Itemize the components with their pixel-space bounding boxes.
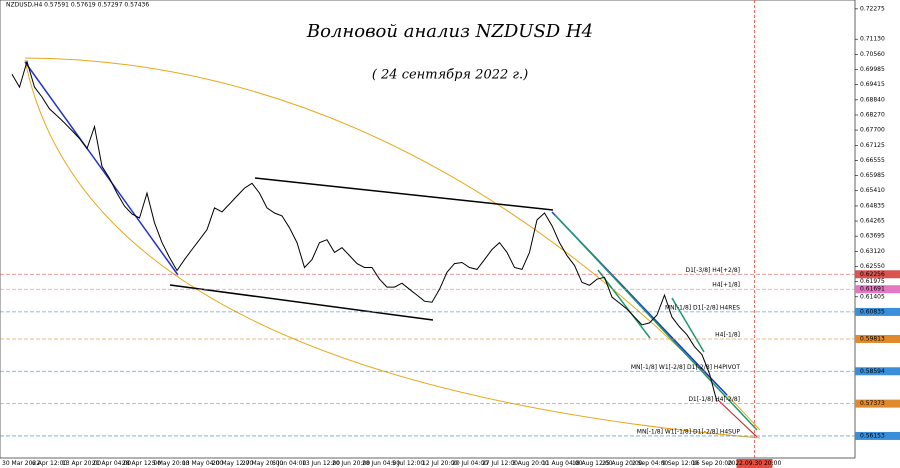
level-value: 0.62256 xyxy=(860,271,885,278)
y-tick-label: 0.69985 xyxy=(860,66,885,73)
price-line xyxy=(11,59,718,402)
x-tick-label: 2 Sep 04:00 xyxy=(632,460,668,467)
trend-line xyxy=(24,61,179,276)
level-box xyxy=(855,270,900,279)
y-tick-label: 0.65985 xyxy=(860,172,885,179)
y-tick-label: 0.69415 xyxy=(860,81,885,88)
level-label: MN[-1/8] D1[-2/8] H4RES xyxy=(665,304,740,311)
x-tick-label: 6 Jun 04:00 xyxy=(272,460,306,467)
level-value: 0.59813 xyxy=(860,335,885,342)
y-tick-label: 0.63695 xyxy=(860,233,885,240)
x-tick-label: 20 Jul 04:00 xyxy=(452,460,488,467)
x-tick-label: 20 Jun 20:00 xyxy=(332,460,370,467)
y-tick-label: 0.64265 xyxy=(860,218,885,225)
time-box xyxy=(736,459,773,468)
level-value: 0.56153 xyxy=(860,432,885,439)
level-label: MN[-1/8] W1[-2/8] D1[-2/8] H4PIVOT xyxy=(631,364,741,371)
symbol-info: NZDUSD,H4 0.57591 0.57619 0.57297 0.5743… xyxy=(6,2,149,9)
y-tick-label: 0.61975 xyxy=(860,278,885,285)
x-tick-label: 2022.09.30 20:00 xyxy=(728,460,782,467)
y-tick-label: 0.67700 xyxy=(860,127,885,134)
x-tick-label: 27 May 20:00 xyxy=(242,460,283,467)
y-tick-label: 0.63120 xyxy=(860,248,885,255)
x-tick-label: 5 Jul 12:00 xyxy=(392,460,424,467)
level-label: H4[+1/8] xyxy=(712,282,740,289)
y-tick-label: 0.72275 xyxy=(860,5,885,12)
x-tick-label: 30 Mar 2022 xyxy=(2,460,40,467)
y-tick-label: 0.68840 xyxy=(860,96,885,103)
green-line xyxy=(554,214,758,431)
arc-upper xyxy=(24,57,761,431)
channel-line xyxy=(254,177,554,211)
level-box xyxy=(855,307,900,316)
level-box xyxy=(855,367,900,376)
y-tick-label: 0.71130 xyxy=(860,36,885,43)
y-tick-label: 0.68270 xyxy=(860,111,885,118)
chart-subtitle: ( 24 сентября 2022 г.) xyxy=(372,68,528,83)
level-value: 0.57373 xyxy=(860,400,885,407)
y-tick-label: 0.70560 xyxy=(860,51,885,58)
x-tick-label: 27 Jul 12:00 xyxy=(482,460,518,467)
green-line xyxy=(597,269,651,339)
y-tick-label: 0.61405 xyxy=(860,293,885,300)
x-tick-label: 21 Apr 04:00 xyxy=(92,460,131,467)
x-tick-label: 13 May 04:00 xyxy=(182,460,223,467)
green-line xyxy=(671,297,705,353)
level-box xyxy=(855,399,900,408)
x-tick-label: 11 Aug 04:00 xyxy=(542,460,583,467)
x-tick-label: 13 Apr 20:00 xyxy=(62,460,101,467)
x-tick-label: 13 Jun 12:00 xyxy=(302,460,340,467)
x-tick-label: 20 May 12:00 xyxy=(212,460,253,467)
x-tick-label: 16 Sep 20:00 xyxy=(692,460,732,467)
channel-line xyxy=(169,284,434,321)
x-tick-label: 12 Jul 20:00 xyxy=(422,460,458,467)
x-tick-label: 28 Apr 12:00 xyxy=(122,460,161,467)
level-label: MN[-1/8] W1[-1/8] D1[-2/8] H4SUP xyxy=(637,428,741,435)
level-value: 0.61691 xyxy=(860,286,885,293)
y-tick-label: 0.64835 xyxy=(860,202,885,209)
x-tick-label: 3 Aug 20:00 xyxy=(512,460,549,467)
y-tick-label: 0.66555 xyxy=(860,157,885,164)
x-tick-label: 25 Aug 20:00 xyxy=(602,460,643,467)
level-value: 0.60835 xyxy=(860,308,885,315)
level-label: H4[-1/8] xyxy=(715,331,740,338)
x-tick-label: 9 Sep 12:00 xyxy=(662,460,698,467)
level-box xyxy=(855,334,900,343)
level-label: D1[-3/8] H4[+2/8] xyxy=(685,267,740,274)
y-tick-label: 0.62550 xyxy=(860,263,885,270)
x-tick-label: 6 Apr 12:00 xyxy=(32,460,67,467)
arc-lower xyxy=(24,59,761,439)
chart-title: Волновой анализ NZDUSD H4 xyxy=(306,21,593,42)
level-box xyxy=(855,285,900,294)
y-tick-label: 0.67125 xyxy=(860,142,885,149)
x-tick-label: 18 Aug 12:00 xyxy=(572,460,613,467)
projection-line xyxy=(717,399,758,438)
level-value: 0.58594 xyxy=(860,368,885,375)
level-label: D1[-1/8] H4[-2/8] xyxy=(688,396,740,403)
x-tick-label: 28 Jun 04:00 xyxy=(362,460,400,467)
level-box xyxy=(855,431,900,440)
y-tick-label: 0.65410 xyxy=(860,187,885,194)
x-tick-label: 5 May 20:00 xyxy=(152,460,190,467)
